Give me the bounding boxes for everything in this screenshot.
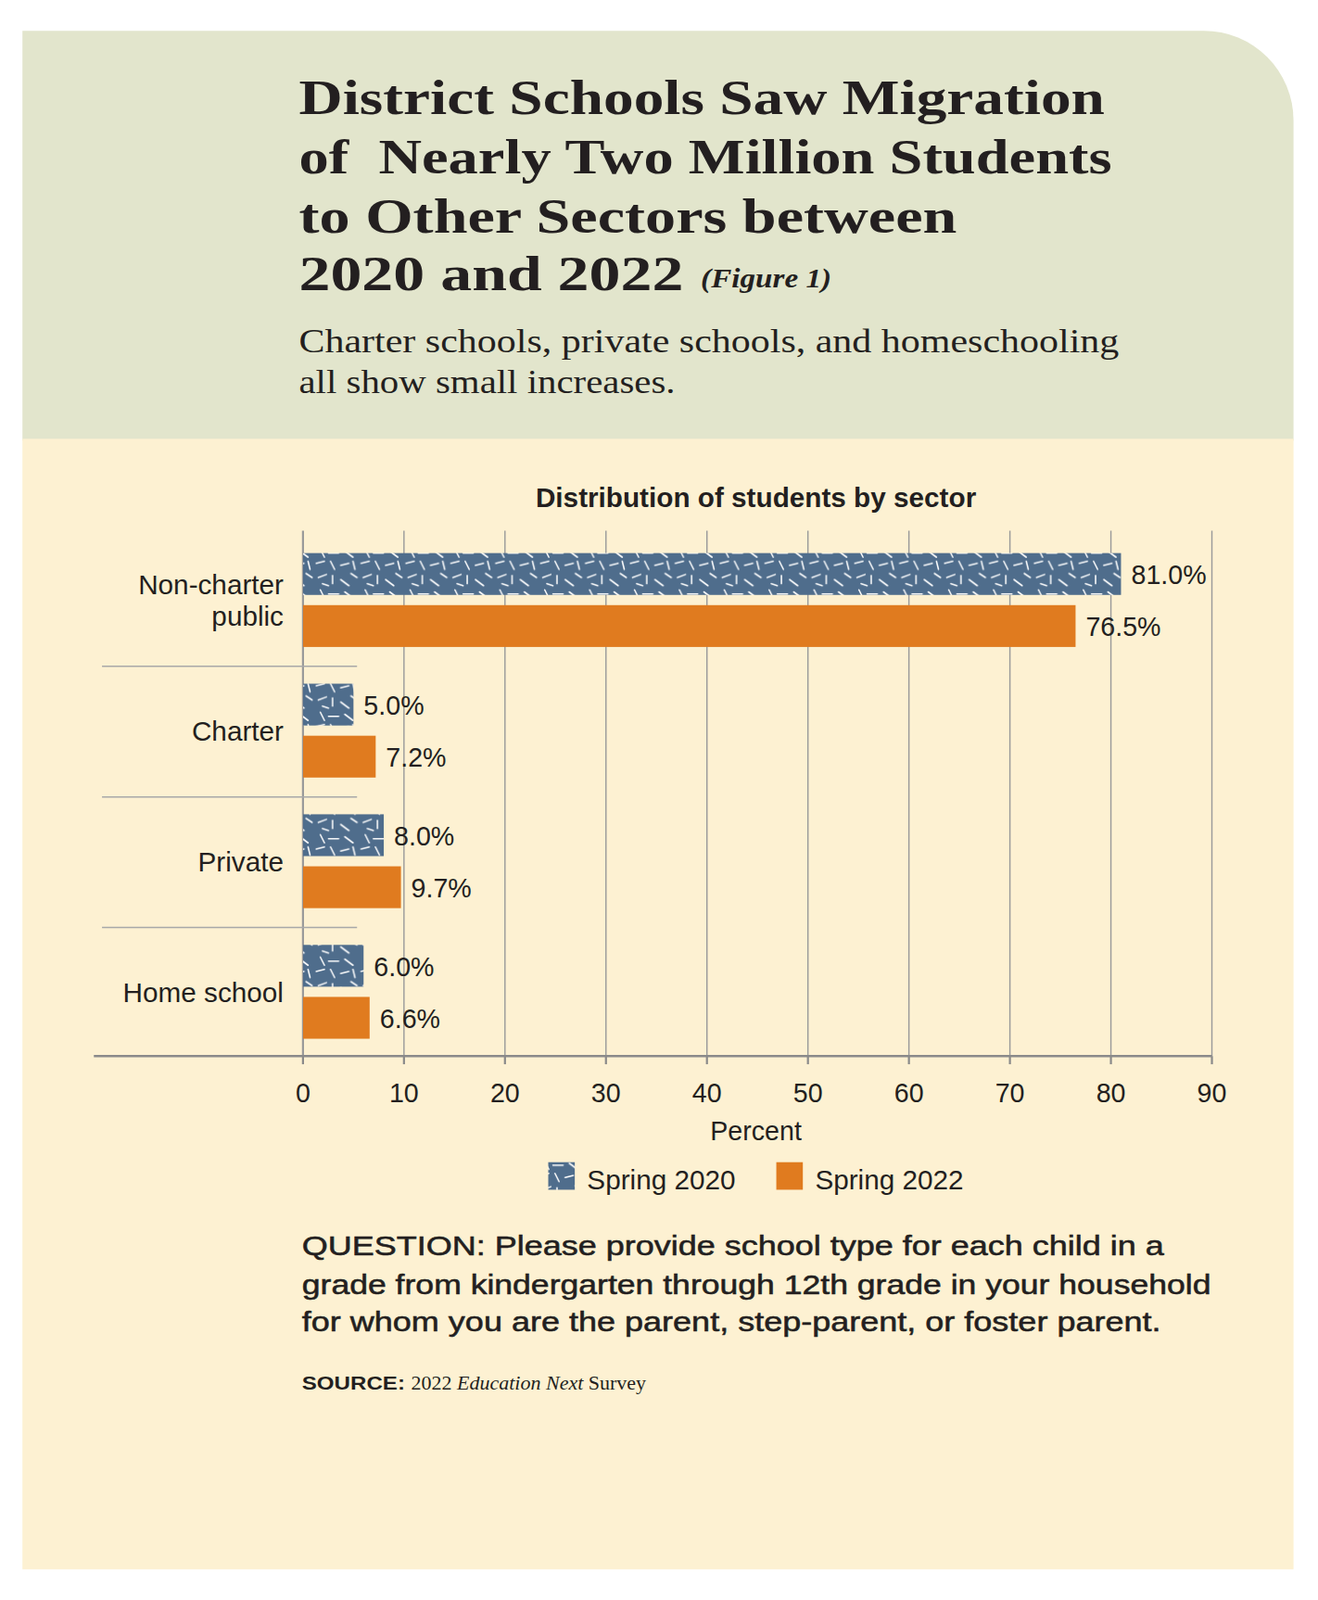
question: QUESTION: Please provide school type for… (302, 1229, 1166, 1261)
tick-label: 80 (1096, 1077, 1127, 1108)
body-panel (22, 438, 1293, 1569)
bar (303, 866, 402, 909)
subtitle: Charter schools, private schools, and ho… (298, 323, 1119, 360)
legend: Spring 2020 Spring 2022 (548, 1162, 964, 1196)
tick-mark (706, 1055, 709, 1065)
data-label: 5.0% (363, 690, 424, 721)
tick-label: 50 (793, 1077, 824, 1108)
tick-mark (1009, 1055, 1012, 1065)
question: for whom you are the parent, step-parent… (302, 1305, 1162, 1337)
category-separator (101, 665, 357, 667)
source-part: 2022 (411, 1370, 453, 1395)
category-label-line: Charter (191, 715, 284, 747)
tick-label: 70 (995, 1077, 1026, 1108)
x-axis-line (93, 1054, 1212, 1057)
bar (303, 735, 376, 778)
tick-label: 90 (1197, 1077, 1228, 1108)
tick-mark (302, 1055, 305, 1065)
tick-mark (908, 1055, 911, 1065)
tick-mark (605, 1055, 608, 1065)
legend-label: Spring 2022 (814, 1164, 964, 1195)
source-part: Survey (588, 1370, 647, 1395)
chart-root: District Schools Saw Migrationof Nearly … (0, 0, 1318, 1600)
bars (303, 553, 1122, 1040)
data-label: 6.0% (373, 951, 434, 982)
chart-title: Distribution of students by sector (535, 481, 977, 513)
data-label: 9.7% (411, 873, 472, 903)
data-label: 7.2% (385, 742, 446, 773)
tick-mark (1109, 1055, 1112, 1065)
source-part: Education Next (456, 1370, 584, 1395)
category-label-line: Home school (123, 976, 284, 1008)
bar (303, 605, 1077, 647)
grid-line (1110, 530, 1112, 1056)
category-label-line: public (211, 600, 284, 632)
data-label: 6.6% (380, 1003, 441, 1034)
source-label: SOURCE: (302, 1372, 406, 1394)
header-panel (22, 30, 1293, 441)
title: of Nearly Two Million Students (298, 129, 1112, 184)
data-label: 76.5% (1085, 611, 1161, 642)
title: 2020 and 2022 (298, 246, 684, 301)
bar (303, 553, 1122, 596)
legend-swatch (776, 1162, 804, 1191)
category-label: Non-charterpublic (138, 569, 284, 632)
page-background (0, 0, 1318, 1600)
data-label: 81.0% (1130, 559, 1206, 590)
subtitle: all show small increases. (298, 364, 675, 401)
category-separator (101, 796, 357, 798)
title: District Schools Saw Migration (298, 70, 1104, 125)
category-label-line: Non-charter (138, 569, 284, 600)
bar (303, 944, 364, 987)
tick-label: 10 (389, 1077, 419, 1108)
tick-label: 40 (692, 1077, 723, 1108)
category-label: Charter (191, 715, 284, 747)
bar (303, 813, 384, 856)
category-label-line: Private (198, 846, 284, 877)
tick-mark (807, 1055, 810, 1065)
data-label: 8.0% (393, 821, 455, 851)
figure-label: (Figure 1) (700, 264, 832, 294)
tick-label: 60 (894, 1077, 925, 1108)
tick-label: 0 (295, 1077, 311, 1108)
category-label: Private (198, 846, 284, 877)
source: 2022Education NextSurvey (411, 1370, 647, 1395)
grid-line (1211, 530, 1213, 1056)
tick-mark (403, 1055, 406, 1065)
question: grade from kindergarten through 12th gra… (302, 1268, 1212, 1300)
title: to Other Sectors between (298, 189, 957, 243)
bar (303, 996, 370, 1039)
tick-label: 20 (490, 1077, 520, 1108)
legend-swatch (548, 1162, 576, 1191)
bar (303, 684, 354, 726)
tick-mark (504, 1055, 507, 1065)
legend-label: Spring 2020 (586, 1164, 736, 1195)
category-separator (101, 926, 357, 928)
category-label: Home school (123, 976, 284, 1008)
tick-mark (1210, 1055, 1213, 1065)
x-axis-label: Percent (709, 1115, 802, 1146)
tick-label: 30 (591, 1077, 621, 1108)
